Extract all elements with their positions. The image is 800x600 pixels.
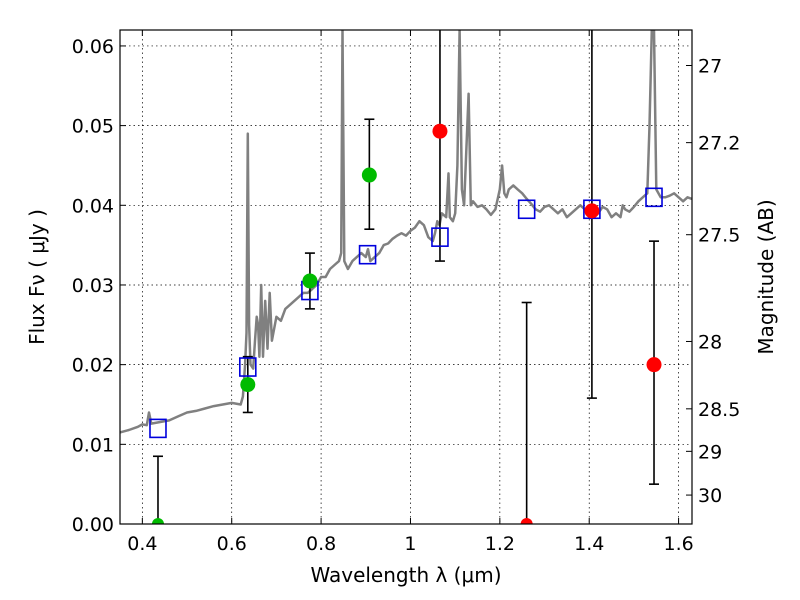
model-point	[431, 227, 449, 247]
x-tick-label: 0.8	[306, 533, 336, 555]
detection-point	[240, 377, 256, 393]
x-tick-label: 1.2	[485, 533, 515, 555]
y-axis-label: Flux Fν ( μJy )	[25, 209, 49, 345]
upper-limit-point	[646, 357, 662, 373]
right-tick-label: 29	[698, 441, 722, 463]
x-tick-label: 0.4	[127, 533, 157, 555]
model-point	[149, 418, 167, 439]
x-tick-label: 1	[404, 533, 416, 555]
model-point	[517, 199, 536, 220]
detection-point	[302, 273, 318, 289]
detection-point	[361, 167, 377, 183]
x-tick-label: 0.6	[217, 533, 247, 555]
right-axis-label: Magnitude (AB)	[754, 199, 778, 354]
model-point	[239, 357, 257, 377]
x-axis-label: Wavelength λ (μm)	[310, 563, 501, 587]
y-tick-label: 0.06	[72, 36, 114, 58]
non-detection-point	[151, 518, 164, 524]
y-tick-label: 0.02	[72, 355, 114, 377]
right-tick-label: 27.5	[698, 225, 740, 247]
marker-layer	[151, 123, 662, 524]
right-tick-label: 27	[698, 56, 722, 78]
right-tick-label: 27.2	[698, 133, 740, 155]
axes: 0.4 0.6 0.8 1 1.2 1.4 1.6 0.00 0.01 0.02 0.03 0.04 0…	[72, 30, 740, 555]
right-tick-label: 30	[698, 485, 722, 507]
x-tick-label: 1.6	[663, 533, 693, 555]
right-tick-label: 28.5	[698, 399, 740, 421]
model-point	[645, 187, 663, 208]
plot-frame	[119, 29, 693, 525]
y-tick-label: 0.03	[72, 275, 114, 297]
y-tick-label: 0.00	[72, 514, 114, 536]
upper-limit-point	[584, 203, 600, 219]
y-tick-label: 0.05	[72, 116, 114, 138]
y-tick-label: 0.01	[72, 434, 114, 456]
upper-limit-point	[432, 123, 448, 139]
right-tick-label: 28	[698, 331, 722, 353]
x-tick-label: 1.4	[574, 533, 604, 555]
model-point	[358, 244, 377, 265]
y-tick-label: 0.04	[72, 195, 114, 217]
non-detection-point	[520, 518, 533, 524]
